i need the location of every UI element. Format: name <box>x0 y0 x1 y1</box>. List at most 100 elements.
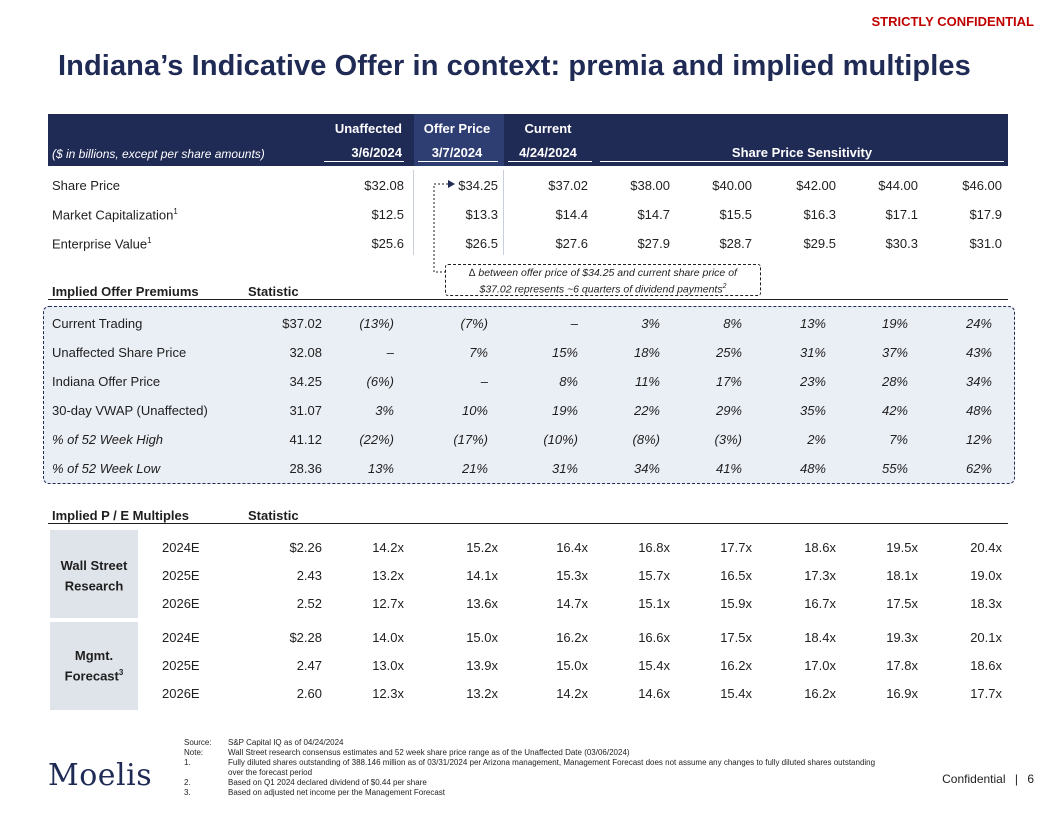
multiple-cell: 18.4x <box>804 630 836 645</box>
header-offer-date: 3/7/2024 <box>431 145 483 160</box>
multiple-cell: 14.6x <box>638 686 670 701</box>
premium-cell: 35% <box>799 403 826 418</box>
premium-statistic: 34.25 <box>289 374 322 389</box>
footer-confidential: Confidential <box>942 772 1006 786</box>
cell-value: $25.6 <box>371 236 404 251</box>
group-box-wall-street <box>50 530 138 618</box>
multiple-cell: 17.7x <box>970 686 1002 701</box>
row-label: Share Price <box>52 178 120 193</box>
premium-row-label: % of 52 Week Low <box>52 461 161 476</box>
header-share-price-sensitivity: Share Price Sensitivity <box>731 145 873 160</box>
multiple-cell: 16.2x <box>556 630 588 645</box>
cell-value: $14.7 <box>637 207 670 222</box>
premium-cell: (17%) <box>453 432 488 447</box>
page-footer: Confidential | 6 <box>942 772 1034 786</box>
footnotes: Source: S&P Capital IQ as of 04/24/2024 No… <box>184 738 888 798</box>
footnote-text: Wall Street research consensus estimates… <box>228 748 630 757</box>
cell-value: $26.5 <box>465 236 498 251</box>
cell-value: $46.00 <box>962 178 1002 193</box>
multiple-year: 2026E <box>162 686 200 701</box>
multiple-cell: 16.2x <box>720 658 752 673</box>
premium-row-label: % of 52 Week High <box>52 432 164 447</box>
multiple-statistic: $2.28 <box>289 630 322 645</box>
multiple-cell: 15.4x <box>638 658 670 673</box>
row-label-text: Share Price <box>52 178 120 193</box>
premium-cell: 10% <box>461 403 488 418</box>
strictly-confidential-label: STRICTLY CONFIDENTIAL <box>871 14 1034 29</box>
premium-cell: 28% <box>881 374 908 389</box>
multiple-cell: 14.0x <box>372 630 404 645</box>
premium-cell: 42% <box>881 403 908 418</box>
premium-cell: 3% <box>375 403 394 418</box>
cell-value: $17.9 <box>969 207 1002 222</box>
multiple-year: 2024E <box>162 540 200 555</box>
table-header-band <box>48 114 1008 166</box>
premium-cell: 18% <box>633 345 660 360</box>
multiple-year: 2026E <box>162 596 200 611</box>
multiple-cell: 19.0x <box>970 568 1002 583</box>
header-current: Current <box>524 121 572 136</box>
header-unaffected-date: 3/6/2024 <box>351 145 402 160</box>
group-label-wall-street: Wall Street Research <box>60 558 128 594</box>
multiple-cell: 16.8x <box>638 540 670 555</box>
cell-value: $29.5 <box>803 236 836 251</box>
cell-value: $37.02 <box>548 178 588 193</box>
footnote-row: Source: S&P Capital IQ as of 04/24/2024 <box>184 738 888 748</box>
section-rule <box>48 523 1008 524</box>
group-box-mgmt-forecast <box>50 622 138 710</box>
premium-cell: 37% <box>881 345 908 360</box>
multiple-cell: 17.0x <box>804 658 836 673</box>
premium-cell: 43% <box>965 345 992 360</box>
premium-cell: 17% <box>715 374 742 389</box>
multiple-cell: 14.2x <box>556 686 588 701</box>
multiple-cell: 16.2x <box>804 686 836 701</box>
premium-cell: 7% <box>469 345 488 360</box>
premium-statistic: $37.02 <box>282 316 322 331</box>
header-underline <box>508 161 592 162</box>
dividend-callout: ∆ between offer price of $34.25 and curr… <box>445 264 761 296</box>
header-underline <box>324 161 404 162</box>
multiple-cell: 13.6x <box>466 596 498 611</box>
multiple-statistic: $2.26 <box>289 540 322 555</box>
premium-cell: 34% <box>633 461 660 476</box>
multiple-cell: 18.6x <box>804 540 836 555</box>
callout-connector <box>433 180 455 273</box>
multiple-cell: 15.1x <box>638 596 670 611</box>
premium-cell: (10%) <box>543 432 578 447</box>
multiple-cell: 17.3x <box>804 568 836 583</box>
premium-cell: 48% <box>965 403 992 418</box>
column-divider <box>413 170 414 255</box>
premium-cell: 29% <box>715 403 742 418</box>
multiples-stat-heading: Statistic <box>248 508 299 523</box>
cell-value: $42.00 <box>796 178 836 193</box>
premium-cell: (3%) <box>714 432 742 447</box>
premium-cell: (8%) <box>632 432 660 447</box>
cell-value: $17.1 <box>885 207 918 222</box>
footnote-key: 3. <box>184 788 191 797</box>
multiple-cell: 17.7x <box>720 540 752 555</box>
multiple-cell: 18.1x <box>886 568 918 583</box>
premium-cell: 13% <box>799 316 826 331</box>
premium-cell: 11% <box>634 374 660 389</box>
multiple-cell: 15.2x <box>466 540 498 555</box>
row-label: Enterprise Value1 <box>52 236 152 251</box>
cell-value: $13.3 <box>465 207 498 222</box>
premium-cell: (7%) <box>460 316 488 331</box>
multiple-cell: 19.5x <box>886 540 918 555</box>
cell-value: $44.00 <box>878 178 918 193</box>
premium-cell: 19% <box>551 403 578 418</box>
column-divider <box>503 170 504 255</box>
multiple-year: 2025E <box>162 658 200 673</box>
premium-cell: – <box>386 345 394 360</box>
row-label: Market Capitalization1 <box>52 207 178 222</box>
multiple-cell: 13.2x <box>466 686 498 701</box>
premium-cell: 31% <box>551 461 578 476</box>
cell-value: $34.25 <box>458 178 498 193</box>
footnote-key: Source: <box>184 738 212 747</box>
row-label-text: Market Capitalization <box>52 207 174 223</box>
multiple-cell: 13.2x <box>372 568 404 583</box>
cell-value: $12.5 <box>371 207 404 222</box>
multiple-cell: 19.3x <box>886 630 918 645</box>
premium-cell: (13%) <box>359 316 394 331</box>
cell-value: $27.6 <box>555 236 588 251</box>
